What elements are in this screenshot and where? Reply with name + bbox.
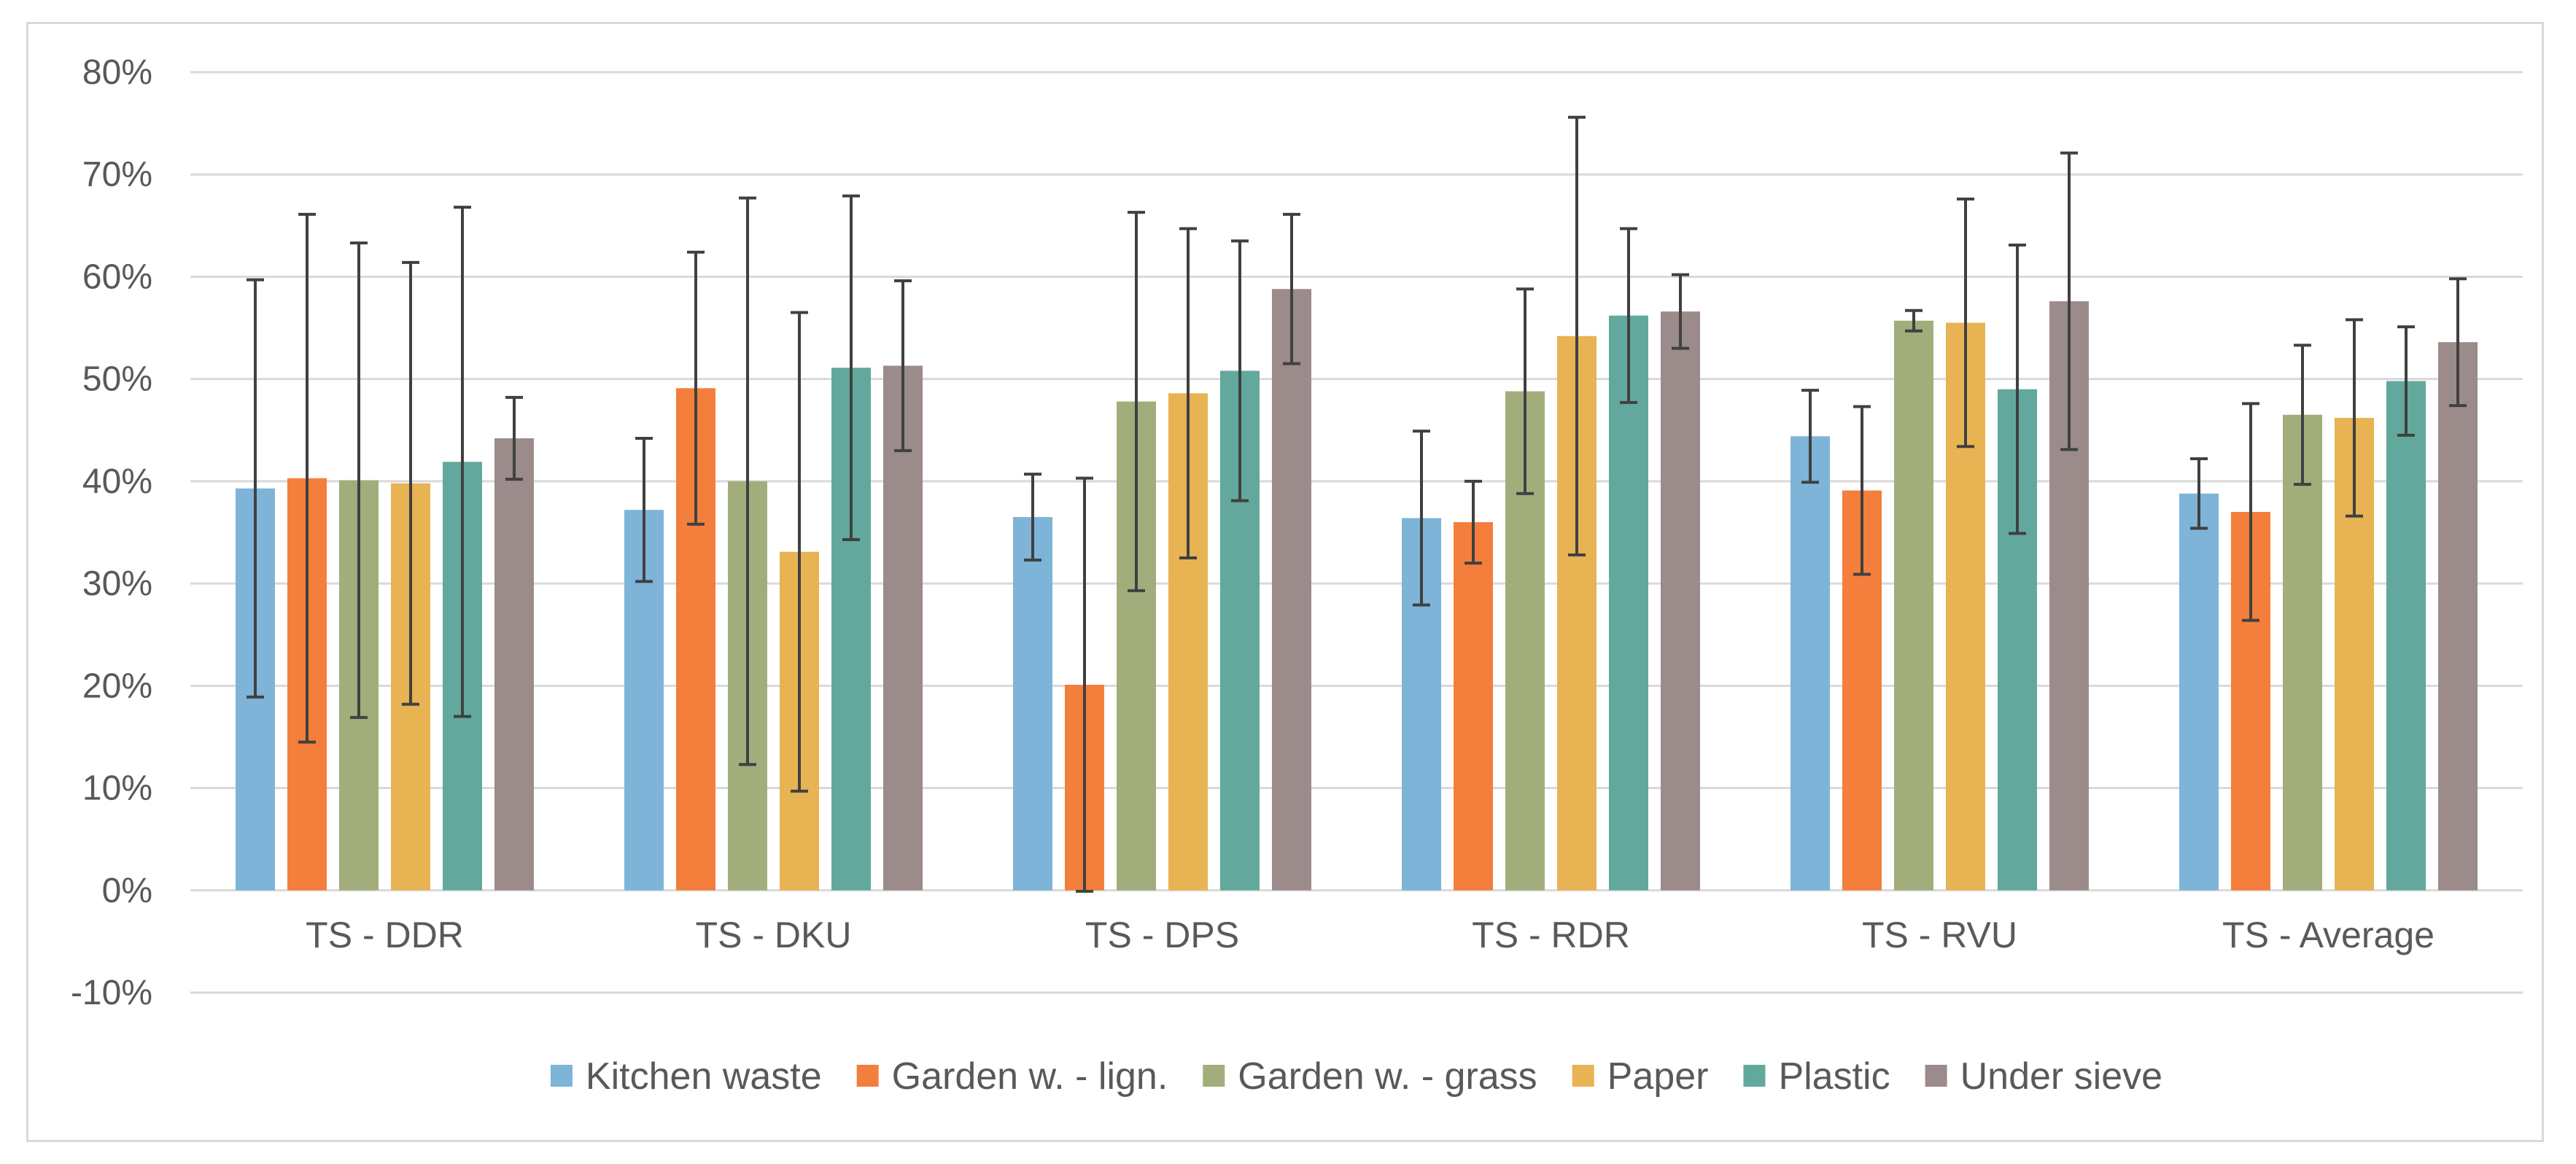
legend-item: Paper [1572,1055,1709,1098]
x-category-label: TS - RDR [1472,915,1630,955]
legend-label: Garden w. - grass [1238,1055,1537,1098]
error-bar [2294,344,2311,486]
bar [2283,414,2322,891]
legend-swatch [1743,1065,1766,1087]
bar [1272,289,1311,891]
bar [1894,320,1933,891]
error-bar [1179,227,1197,560]
legend-item: Garden w. - grass [1203,1055,1537,1098]
error-bar [635,436,653,583]
error-bar [1801,389,1819,484]
error-bar [2397,325,2415,437]
legend-label: Garden w. - lign. [892,1055,1168,1098]
error-bar [1568,115,1586,556]
error-bar [791,311,808,793]
y-tick-label: 20% [82,667,152,705]
y-tick-label: 60% [82,257,152,296]
bar [1013,516,1052,891]
error-bar [2242,402,2259,622]
legend-item: Garden w. - lign. [856,1055,1168,1098]
bar [2179,493,2219,891]
error-bar [1957,197,1974,449]
y-tick-label: -10% [71,974,152,1012]
error-bars [247,115,2467,893]
error-bar [298,212,316,744]
legend-item: Plastic [1743,1055,1890,1098]
y-tick-label: 30% [82,564,152,603]
legend-label: Paper [1607,1055,1709,1098]
bar [883,365,923,891]
x-category-label: TS - Average [2222,915,2435,955]
bar-chart: -10%0%10%20%30%40%50%60%70%80% TS - DDR T… [71,53,2523,1098]
x-category-label: TS - DKU [696,915,852,955]
chart-frame: -10% 0% 10% 20% 30% 40% 50% 60% 70% 80% TS - DDR T… [26,22,2544,1142]
legend-label: Plastic [1778,1055,1890,1098]
error-bar [2346,318,2363,518]
error-bar [350,241,368,719]
x-category-label: TS - RVU [1862,915,2017,955]
gridlines [190,71,2523,994]
legend-label: Kitchen waste [586,1055,822,1098]
x-category-label: TS - DPS [1085,915,1239,955]
error-bar [739,196,756,767]
error-bar [2060,151,2078,451]
error-bar [1283,212,1300,365]
error-bar [2009,243,2026,535]
error-bar [402,260,419,706]
error-bar [894,279,912,452]
y-tick-label: 80% [82,53,152,92]
error-bar [1413,430,1430,607]
legend-swatch [1925,1065,1947,1087]
error-bar [247,278,264,699]
legend-item: Under sieve [1925,1055,2162,1098]
y-tick-label: 0% [102,872,152,910]
error-bar [1620,227,1637,404]
bar [1661,311,1700,891]
legend: Kitchen waste Garden w. - lign. Garden w. … [550,1055,2162,1098]
error-bar [687,250,705,526]
x-axis-category-labels: TS - DDR TS - DKU TS - DPS TS - RDR TS - RVU… [306,915,2435,955]
error-bar [1024,473,1041,562]
error-bar [1516,287,1534,495]
error-bar [1076,476,1093,893]
error-bar [842,194,860,541]
x-category-label: TS - DDR [306,915,464,955]
y-tick-label: 50% [82,360,152,399]
error-bar [1464,479,1482,565]
bar [1454,521,1493,891]
legend-swatch [1203,1065,1225,1087]
bar [2386,381,2426,891]
error-bar [1672,273,1689,350]
y-axis-tick-labels: -10% 0% 10% 20% 30% 40% 50% 60% 70% 80% [71,53,152,1012]
error-bar [2190,457,2208,530]
error-bar [505,395,523,481]
error-bar [1231,239,1249,503]
error-bar [1853,405,1871,576]
error-bar [454,206,471,718]
bar [494,438,534,891]
bar [1609,315,1648,891]
y-tick-label: 10% [82,769,152,808]
legend-swatch [1572,1065,1594,1087]
legend-item: Kitchen waste [550,1055,822,1098]
error-bar [2449,277,2467,408]
legend-swatch [550,1065,573,1087]
bar [1791,436,1830,891]
y-tick-label: 70% [82,155,152,194]
y-tick-label: 40% [82,462,152,501]
error-bar [1128,211,1145,592]
legend-swatch [856,1065,879,1087]
bar [2438,342,2478,891]
legend-label: Under sieve [1960,1055,2162,1098]
error-bar [1905,309,1923,333]
